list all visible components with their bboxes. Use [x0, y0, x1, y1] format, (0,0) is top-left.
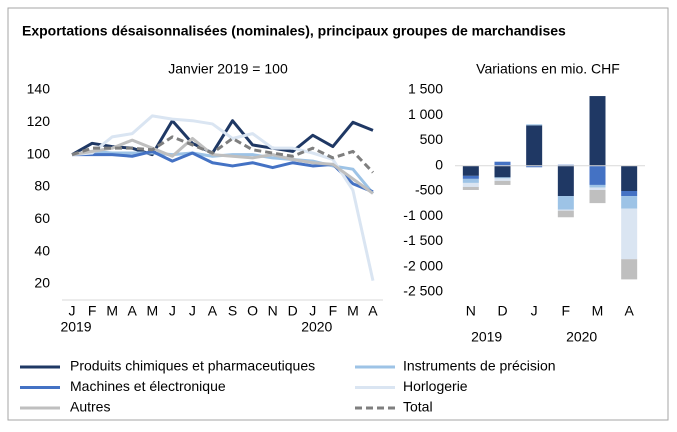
x-tick-label: D: [497, 303, 507, 319]
x-tick-label: J: [309, 303, 316, 319]
x-tick-label: J: [531, 303, 538, 319]
x-tick-label: O: [247, 303, 258, 319]
y-tick-label: 20: [34, 275, 50, 291]
subtitle: Janvier 2019 = 100: [168, 61, 288, 77]
bar-segment: [494, 178, 511, 181]
series-line: [71, 114, 375, 282]
bar-segment: [621, 259, 638, 280]
y-tick-label: 60: [34, 210, 50, 226]
bar-segment: [494, 161, 511, 166]
series-line: [71, 135, 375, 174]
bar-segment: [557, 209, 574, 211]
x-tick-label: J: [169, 303, 176, 319]
bar-segment: [557, 165, 574, 197]
bar-segment: [621, 165, 638, 191]
x-tick-label: N: [268, 303, 278, 319]
x-tick-label: S: [228, 303, 237, 319]
legend-label: Machines et électronique: [70, 378, 226, 394]
legend-label: Autres: [70, 399, 110, 415]
bar-segment: [589, 184, 606, 188]
y-tick-label: 500: [420, 131, 444, 147]
bar-segment: [621, 208, 638, 260]
y-tick-label: 100: [27, 145, 51, 161]
x-tick-label: F: [562, 303, 571, 319]
subtitle: Variations en mio. CHF: [476, 61, 620, 77]
bar-segment: [462, 186, 479, 190]
bar-segment: [557, 164, 574, 166]
x-tick-label: J: [69, 303, 76, 319]
y-tick-label: 40: [34, 242, 50, 258]
x-group-label: 2020: [566, 329, 597, 345]
y-tick-label: 1 500: [408, 81, 443, 97]
frame: [7, 7, 669, 421]
bar-segment: [494, 177, 511, 179]
bar-segment: [621, 191, 638, 197]
x-tick-label: M: [347, 303, 359, 319]
bar-segment: [462, 175, 479, 179]
x-group-label: 2019: [60, 319, 91, 335]
x-tick-label: M: [592, 303, 604, 319]
series-line: [71, 119, 374, 157]
x-tick-label: A: [208, 303, 218, 319]
bar-segment: [494, 180, 511, 185]
bar-segment: [557, 210, 574, 218]
bar-segment: [462, 182, 479, 187]
x-tick-label: D: [288, 303, 298, 319]
y-tick-label: -1 500: [403, 232, 443, 248]
legend-label: Horlogerie: [403, 378, 468, 394]
bar-segment: [462, 178, 479, 183]
y-tick-label: 120: [27, 113, 51, 129]
bar-segment: [526, 124, 543, 126]
y-tick-label: 140: [27, 81, 51, 97]
x-tick-label: N: [466, 303, 476, 319]
x-group-label: 2020: [301, 319, 332, 335]
x-tick-label: A: [368, 303, 378, 319]
x-tick-label: M: [146, 303, 158, 319]
bar-segment: [589, 189, 606, 204]
x-tick-label: A: [128, 303, 138, 319]
x-tick-label: M: [106, 303, 118, 319]
chart-title: Exportations désaisonnalisées (nominales…: [22, 23, 566, 39]
legend-label: Total: [403, 399, 433, 415]
bar-segment: [462, 165, 479, 176]
bar-segment: [589, 96, 606, 166]
bar-segment: [526, 125, 543, 166]
x-group-label: 2019: [471, 329, 502, 345]
y-tick-label: 0: [435, 156, 443, 172]
bar-segment: [526, 165, 543, 168]
x-tick-label: F: [329, 303, 338, 319]
y-tick-label: 80: [34, 178, 50, 194]
y-tick-label: -2 500: [403, 283, 443, 299]
x-tick-label: A: [624, 303, 634, 319]
series-line: [72, 149, 374, 194]
bar-segment: [589, 165, 606, 185]
legend-label: Produits chimiques et pharmaceutiques: [70, 358, 315, 374]
legend-label: Instruments de précision: [403, 358, 556, 374]
y-tick-label: -1 000: [403, 207, 443, 223]
x-tick-label: J: [189, 303, 196, 319]
series-line: [71, 136, 374, 195]
bar-segment: [621, 196, 638, 209]
y-tick-label: 1 000: [408, 106, 443, 122]
bar-segment: [494, 165, 511, 178]
y-tick-label: -2 000: [403, 257, 443, 273]
y-tick-label: -500: [415, 182, 443, 198]
bar-segment: [557, 196, 574, 210]
x-tick-label: F: [88, 303, 97, 319]
bar-segment: [589, 187, 606, 190]
